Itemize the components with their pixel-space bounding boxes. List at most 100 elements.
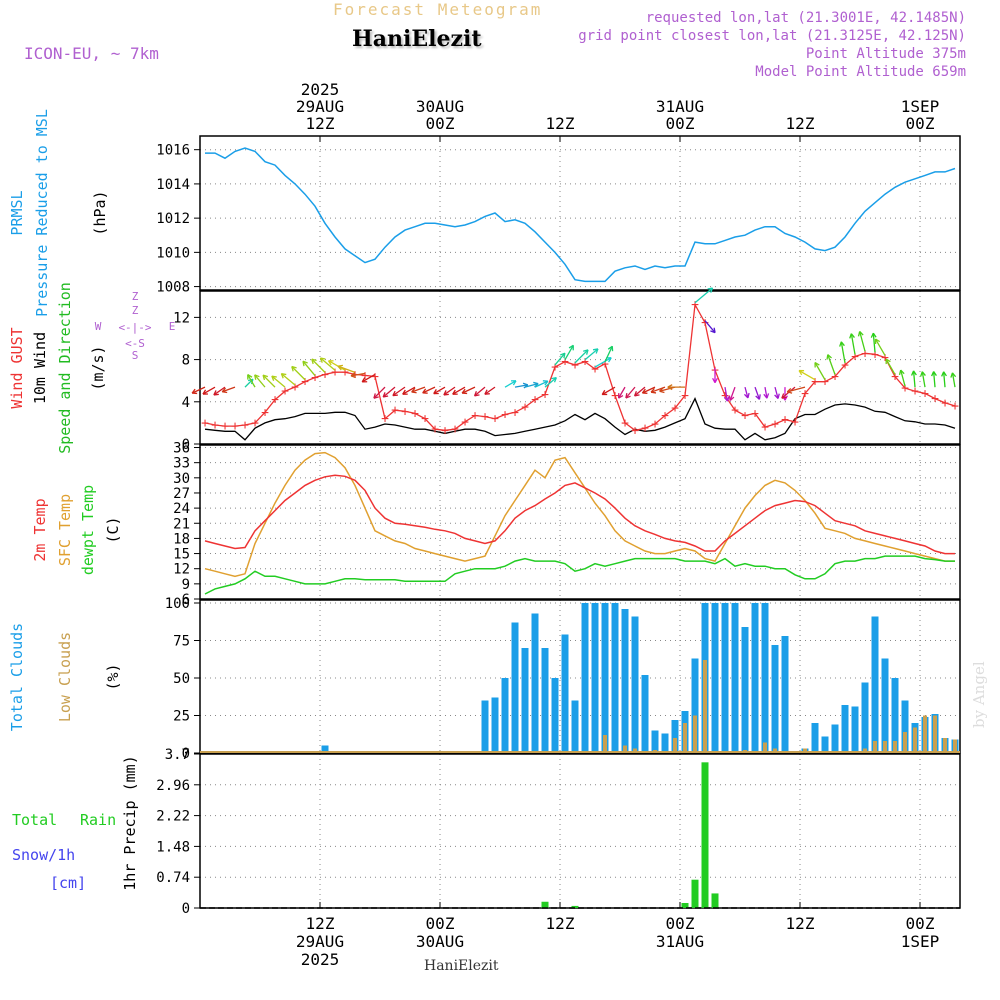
gust-marker: + [701, 316, 709, 331]
wind-direction-arrow [373, 386, 386, 399]
arrow-head [280, 373, 284, 379]
wind-direction-arrow [584, 348, 599, 361]
gust-marker: + [811, 375, 819, 390]
gust-marker: + [321, 367, 329, 382]
ytick-label: 2.96 [156, 778, 190, 794]
arrow-head [533, 381, 539, 385]
gust-marker: + [441, 423, 449, 438]
wind-direction-arrow [327, 360, 346, 371]
panel-0-grid: 1008 1010 1012 1014 1016 [156, 136, 960, 296]
wind-direction-arrow [754, 386, 761, 400]
arrow-head [262, 374, 266, 381]
total-cloud-bar [741, 627, 749, 753]
arrow-head [729, 396, 735, 401]
arrow-shaft [452, 386, 466, 395]
gust-marker: + [601, 357, 609, 372]
gust-marker: + [871, 347, 879, 362]
arrow-shaft [729, 386, 736, 401]
ytick-label: 12 [173, 310, 190, 326]
total-cloud-bar [851, 706, 859, 753]
panel-1-frame [199, 290, 961, 445]
arrow-shaft [874, 338, 886, 356]
total-cloud-bar [631, 616, 639, 753]
arrow-shaft [302, 360, 316, 376]
total-clouds-label: Total Clouds [8, 623, 26, 731]
wind-direction-arrow [659, 386, 676, 394]
arrow-shaft [221, 386, 236, 393]
arrow-head [774, 394, 779, 399]
wind-direction-arrow [633, 386, 646, 397]
bottom-time-label: 29AUG [296, 932, 344, 951]
total-rain-label-total: Total [12, 811, 57, 829]
total-cloud-bar [641, 675, 649, 753]
low-cloud-bar [883, 741, 887, 753]
wind-direction-arrow [601, 386, 616, 396]
arrow-head [568, 344, 574, 349]
bottom-time-label: 2025 [301, 950, 340, 969]
arrow-shaft [320, 357, 336, 371]
panel-0-frame [199, 135, 961, 291]
arrow-head [710, 287, 714, 293]
gust-marker: + [201, 416, 209, 431]
low-cloud-bar [873, 741, 877, 753]
gust-marker: + [271, 393, 279, 408]
ytick-label: 33 [173, 456, 190, 472]
wind-direction-arrow [433, 386, 446, 395]
arrow-shaft [840, 341, 846, 363]
bottom-time-label: 30AUG [416, 932, 464, 951]
arrow-head [551, 376, 557, 380]
low-cloud-bar [633, 748, 637, 753]
arrow-head [941, 371, 945, 377]
arrow-shaft [202, 386, 216, 395]
arrow-shaft [859, 331, 866, 352]
wind-direction-arrow [786, 386, 806, 394]
total-cloud-bar [561, 634, 569, 753]
total-cloud-bar [551, 678, 559, 753]
top-time-label: 2025 [301, 80, 340, 99]
compass-e: E [169, 320, 176, 333]
gust-marker: + [651, 417, 659, 432]
arrow-shaft [271, 375, 286, 388]
arrow-shaft [311, 358, 326, 373]
arrow-shaft [642, 386, 656, 394]
clouds-unit: (%) [104, 663, 122, 690]
panel-2-frame [199, 444, 961, 600]
wind-direction-arrow [763, 387, 770, 399]
total-cloud-bar [651, 730, 659, 753]
sfc-temp-label: SFC Temp [56, 494, 74, 566]
total-cloud-bar [821, 736, 829, 753]
arrow-shaft [951, 372, 956, 388]
total-cloud-bar [871, 616, 879, 753]
wind-direction-arrow [885, 358, 896, 375]
arrow-shaft [328, 360, 346, 371]
wind-direction-arrow [728, 386, 736, 401]
wind-direction-arrow [839, 341, 846, 363]
grid-point-coords: grid point closest lon,lat (21.3125E, 42… [578, 28, 966, 44]
ytick-label: 1016 [156, 143, 190, 159]
wind-direction-arrow [723, 387, 730, 402]
arrow-shaft [337, 365, 356, 373]
model-label: ICON-EU, ~ 7km [24, 44, 159, 63]
wind-direction-arrow [302, 360, 316, 376]
gust-marker: + [771, 417, 779, 432]
arrow-head [781, 393, 785, 399]
arrow-shaft [574, 349, 589, 364]
arrow-head [311, 358, 317, 362]
wind-direction-arrow [247, 374, 256, 388]
arrow-head [411, 387, 416, 393]
wind-direction-arrow [382, 386, 396, 398]
arrow-shaft [618, 386, 626, 399]
arrow-head [870, 332, 874, 338]
ytick-label: 30 [173, 471, 190, 487]
arrow-head [898, 369, 902, 376]
footer-location: HaniElezit [424, 958, 499, 974]
gust-marker: + [431, 422, 439, 437]
arrow-head [382, 392, 386, 398]
snow-unit-label: [cm] [50, 874, 86, 892]
wind-direction-arrow [411, 386, 426, 394]
arrow-shaft [814, 362, 826, 381]
ytick-label: 21 [173, 516, 190, 532]
chart-title: Forecast Meteogram [333, 0, 543, 19]
top-time-label: 00Z [426, 114, 455, 133]
wind-direction-arrow [191, 386, 206, 395]
